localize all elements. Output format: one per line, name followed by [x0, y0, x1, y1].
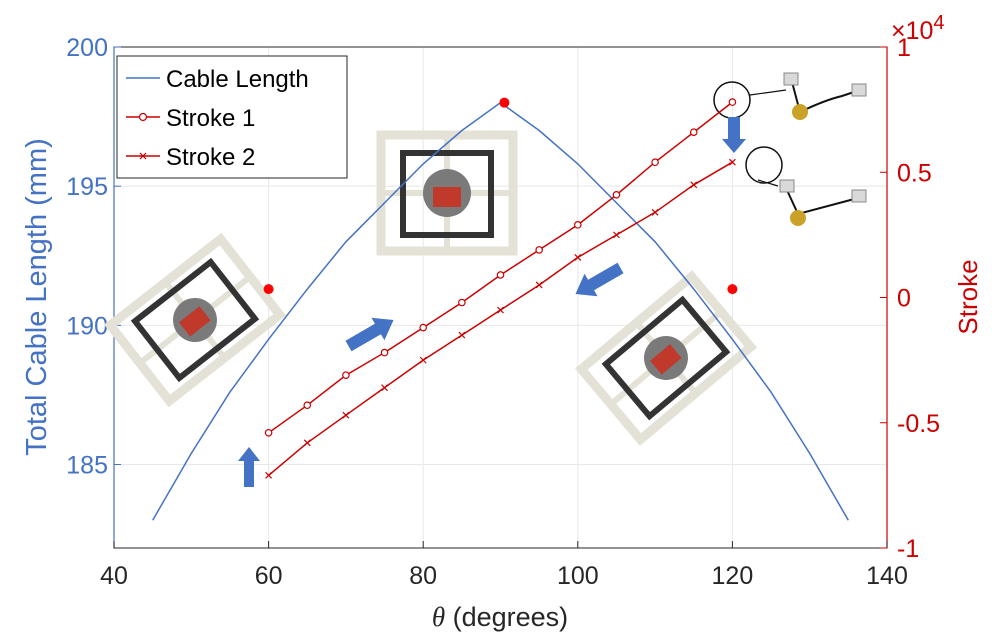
arrow-down-left-icon — [575, 262, 624, 297]
right-axis-exponent: ×104 — [891, 12, 945, 45]
data-point-stroke-1 — [380, 348, 389, 357]
highlight-point — [499, 97, 510, 108]
right-axis-exponent-base: ×10 — [891, 17, 933, 45]
data-point-stroke-2 — [728, 158, 736, 166]
mechanism-callout-bottom — [745, 146, 867, 226]
data-point-stroke-1 — [264, 428, 273, 437]
y-tick-label-left: 195 — [66, 173, 108, 201]
data-point-stroke-1 — [342, 371, 350, 379]
y-tick-label-left: 190 — [66, 312, 108, 340]
data-point-stroke-2 — [690, 181, 698, 189]
y-tick-label-left: 185 — [66, 452, 108, 480]
data-point-stroke-2 — [651, 208, 659, 216]
data-point-stroke-1 — [573, 221, 582, 229]
arrow-up-right-icon — [345, 317, 394, 352]
y-axis-label-right: Stroke — [953, 259, 983, 334]
robot-image-right — [574, 270, 758, 446]
x-axis-label-text: (degrees) — [445, 602, 568, 632]
data-point-stroke-2 — [497, 306, 504, 314]
data-point-stroke-1 — [496, 271, 505, 279]
y-tick-label-right: 1 — [897, 34, 911, 62]
highlight-point — [727, 284, 738, 295]
highlight-point — [263, 284, 274, 295]
data-point-stroke-1 — [303, 401, 312, 410]
data-point-stroke-2 — [265, 471, 273, 479]
y-axis-label-left: Total Cable Length (mm) — [21, 138, 53, 456]
data-point-stroke-2 — [381, 384, 388, 392]
legend-label-stroke-2: Stroke 2 — [166, 144, 255, 171]
legend-marker-stroke-2 — [139, 152, 147, 160]
legend-marker-stroke-1 — [138, 112, 148, 122]
data-point-stroke-2 — [613, 231, 620, 239]
data-point-stroke-1 — [728, 98, 737, 106]
arrow-down-icon — [722, 117, 746, 153]
y-tick-label-right: 0.5 — [897, 159, 932, 187]
x-axis-label: θ (degrees) — [432, 602, 568, 632]
y-tick-label-left: 200 — [66, 34, 108, 62]
x-tick-label: 100 — [557, 562, 599, 590]
data-point-stroke-2 — [303, 439, 311, 447]
legend-label-stroke-1: Stroke 1 — [166, 105, 255, 132]
data-point-stroke-1 — [458, 298, 466, 307]
data-point-stroke-2 — [458, 331, 466, 339]
data-point-stroke-1 — [535, 246, 543, 254]
arrow-up-icon — [238, 447, 260, 487]
x-tick-label: 140 — [866, 562, 908, 590]
data-point-stroke-2 — [342, 411, 350, 419]
y-tick-label-right: -1 — [897, 535, 919, 563]
x-tick-label: 120 — [712, 562, 754, 590]
x-axis-label-symbol: θ — [432, 602, 445, 632]
direction-arrows — [238, 117, 746, 487]
legend-label-cable-length: Cable Length — [166, 66, 309, 93]
data-point-stroke-2 — [535, 281, 543, 289]
data-point-stroke-2 — [419, 356, 427, 364]
mechanism-callout-top — [713, 72, 867, 120]
y-tick-label-right: 0 — [897, 285, 911, 313]
robot-image-left — [103, 232, 287, 408]
legend: Cable Length Stroke 1 Stroke 2 — [116, 55, 348, 179]
x-tick-label: 60 — [255, 562, 283, 590]
series-layer — [152, 97, 849, 521]
data-point-stroke-2 — [574, 253, 582, 261]
right-axis-exponent-power: 4 — [933, 12, 944, 34]
robot-image-center — [376, 130, 518, 256]
x-tick-label: 40 — [100, 562, 128, 590]
x-tick-label: 80 — [409, 562, 437, 590]
y-tick-label-right: -0.5 — [897, 410, 940, 438]
axis-ticks: 40 60 80 100 120 140 185 190 195 200 -1 -0.5 0 0.5 1 — [66, 34, 940, 590]
data-point-stroke-1 — [651, 158, 659, 167]
data-point-stroke-1 — [612, 190, 621, 199]
data-point-stroke-1 — [419, 323, 428, 332]
data-point-stroke-1 — [689, 128, 698, 136]
